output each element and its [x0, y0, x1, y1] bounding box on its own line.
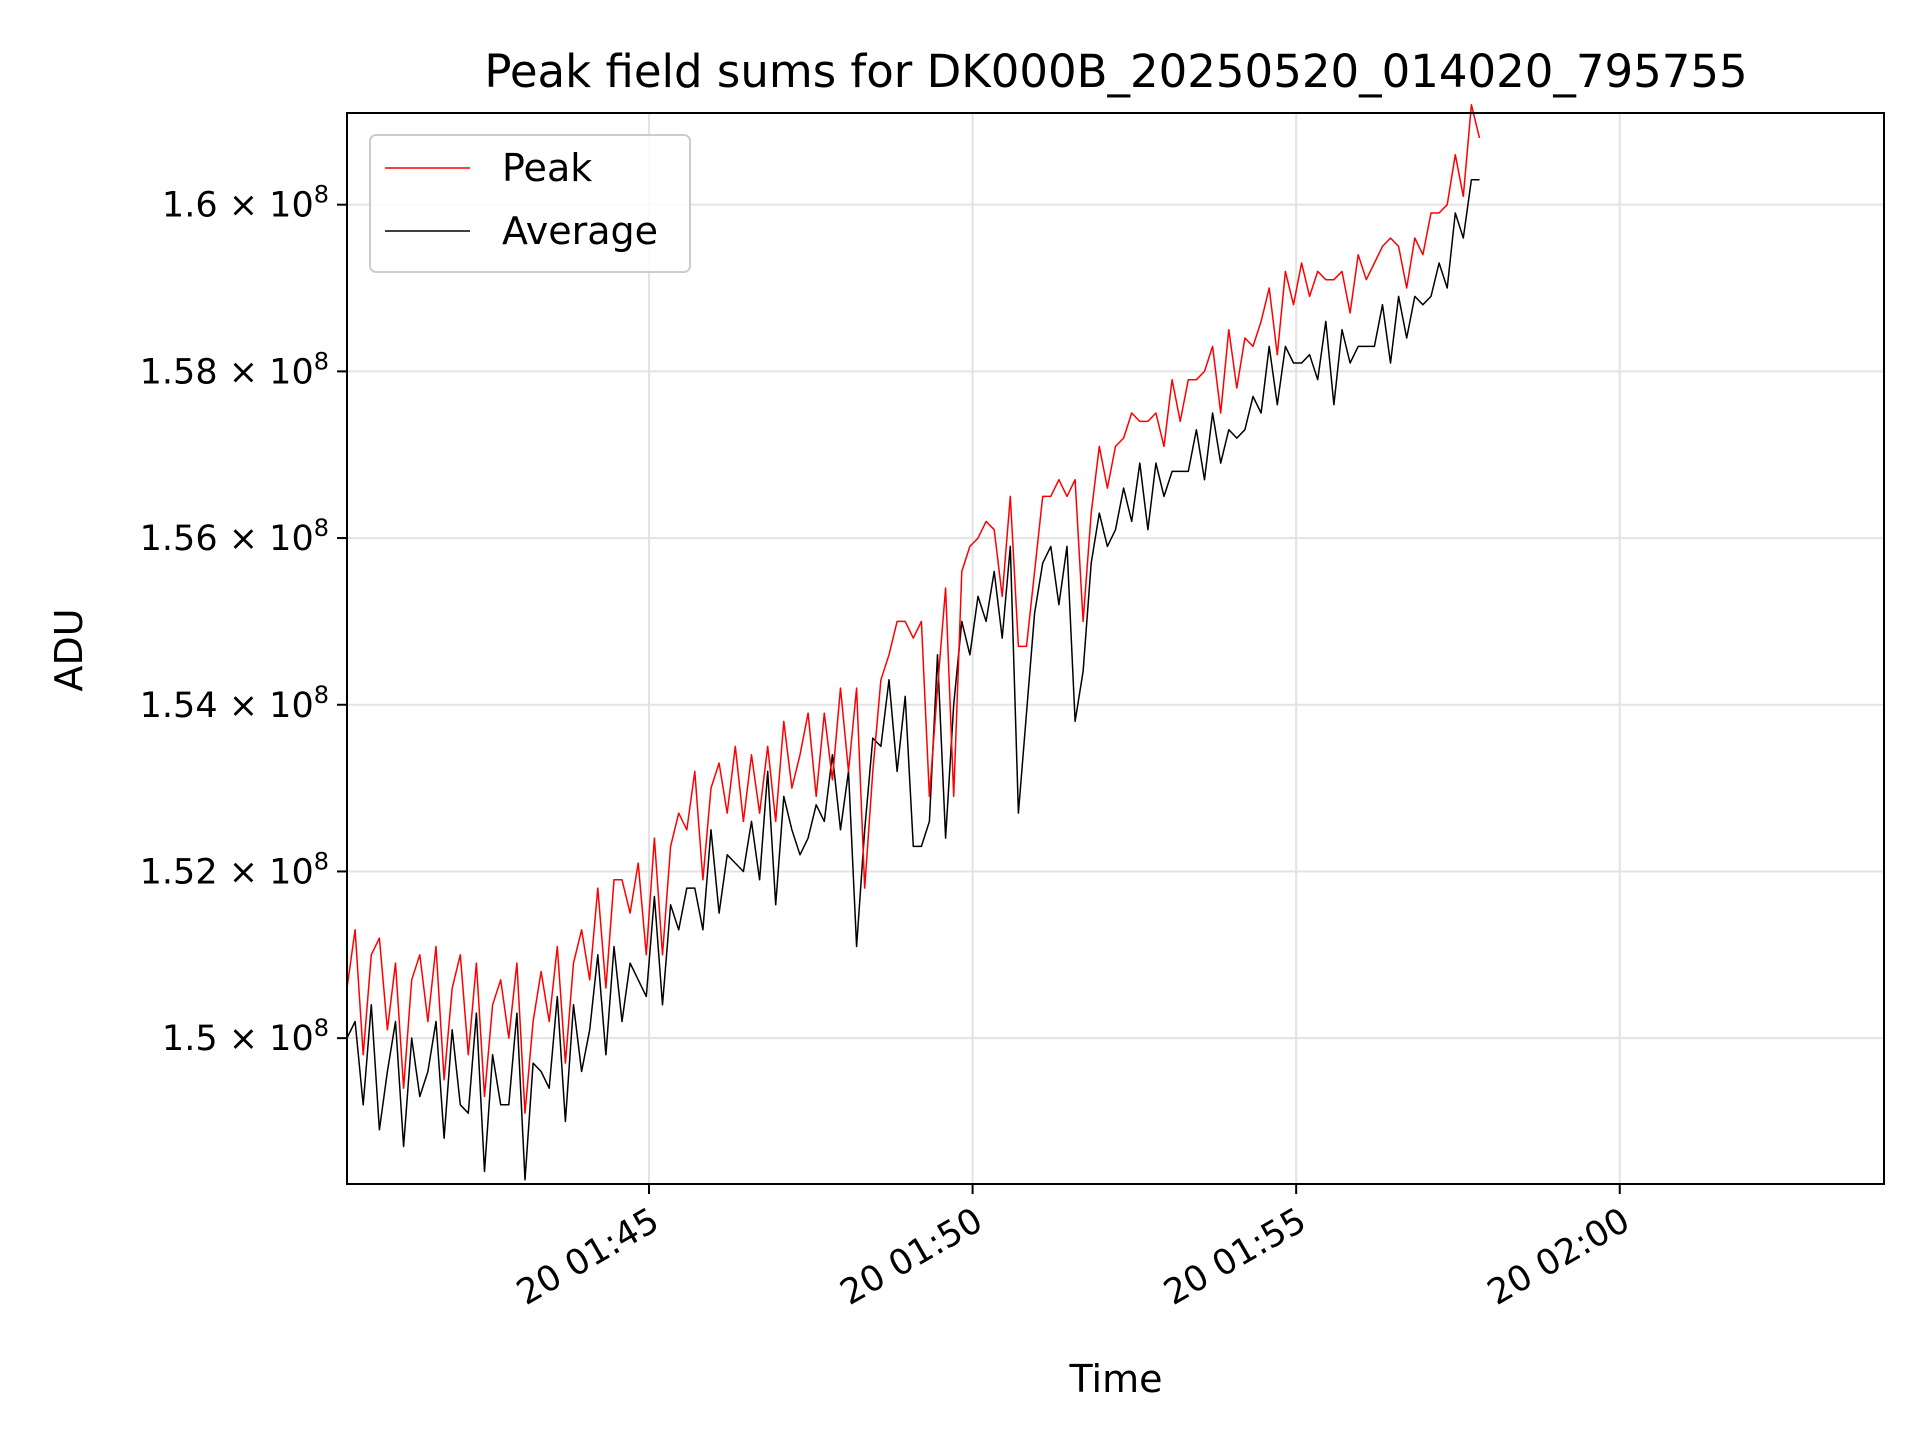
y-tick-exponent: 8: [314, 514, 329, 542]
series-line-peak: [346, 103, 1481, 1114]
y-tick-label: 1.52 × 108: [140, 847, 329, 892]
y-tick-times: × 10: [218, 686, 314, 726]
y-axis-label: ADU: [47, 608, 91, 691]
y-tick-times: × 10: [218, 852, 314, 892]
legend-peak-label: Peak: [502, 146, 592, 190]
legend-box: [369, 134, 691, 273]
series-line-average: [346, 178, 1480, 1181]
y-tick-times: × 10: [218, 352, 314, 392]
y-tick-label: 1.5 × 108: [162, 1014, 329, 1059]
y-tick-exponent: 8: [314, 847, 329, 875]
y-tick-label: 1.58 × 108: [140, 347, 329, 392]
plot-frame: [346, 112, 1885, 1185]
y-tick-exponent: 8: [314, 1014, 329, 1042]
y-tick-exponent: 8: [314, 681, 329, 709]
chart-title: Peak field sums for DK000B_20250520_0140…: [484, 45, 1747, 98]
y-tick-times: × 10: [218, 519, 314, 559]
y-tick-exponent: 8: [314, 347, 329, 375]
y-tick-mantissa: 1.6: [162, 186, 218, 226]
y-tick-mantissa: 1.58: [140, 352, 218, 392]
series-layer: [346, 103, 1481, 1181]
y-tick-times: × 10: [218, 186, 314, 226]
y-tick-mantissa: 1.5: [162, 1019, 218, 1059]
y-tick-label: 1.54 × 108: [140, 681, 329, 726]
y-tick-mantissa: 1.52: [140, 852, 218, 892]
y-tick-mantissa: 1.54: [140, 686, 218, 726]
y-tick-mantissa: 1.56: [140, 519, 218, 559]
y-tick-label: 1.56 × 108: [140, 514, 329, 559]
y-tick-exponent: 8: [314, 181, 329, 209]
y-tick-label: 1.6 × 108: [162, 181, 329, 226]
y-tick-times: × 10: [218, 1019, 314, 1059]
x-axis-label: Time: [1069, 1357, 1163, 1401]
legend: Peak Average: [369, 134, 691, 273]
legend-average-label: Average: [502, 209, 658, 253]
